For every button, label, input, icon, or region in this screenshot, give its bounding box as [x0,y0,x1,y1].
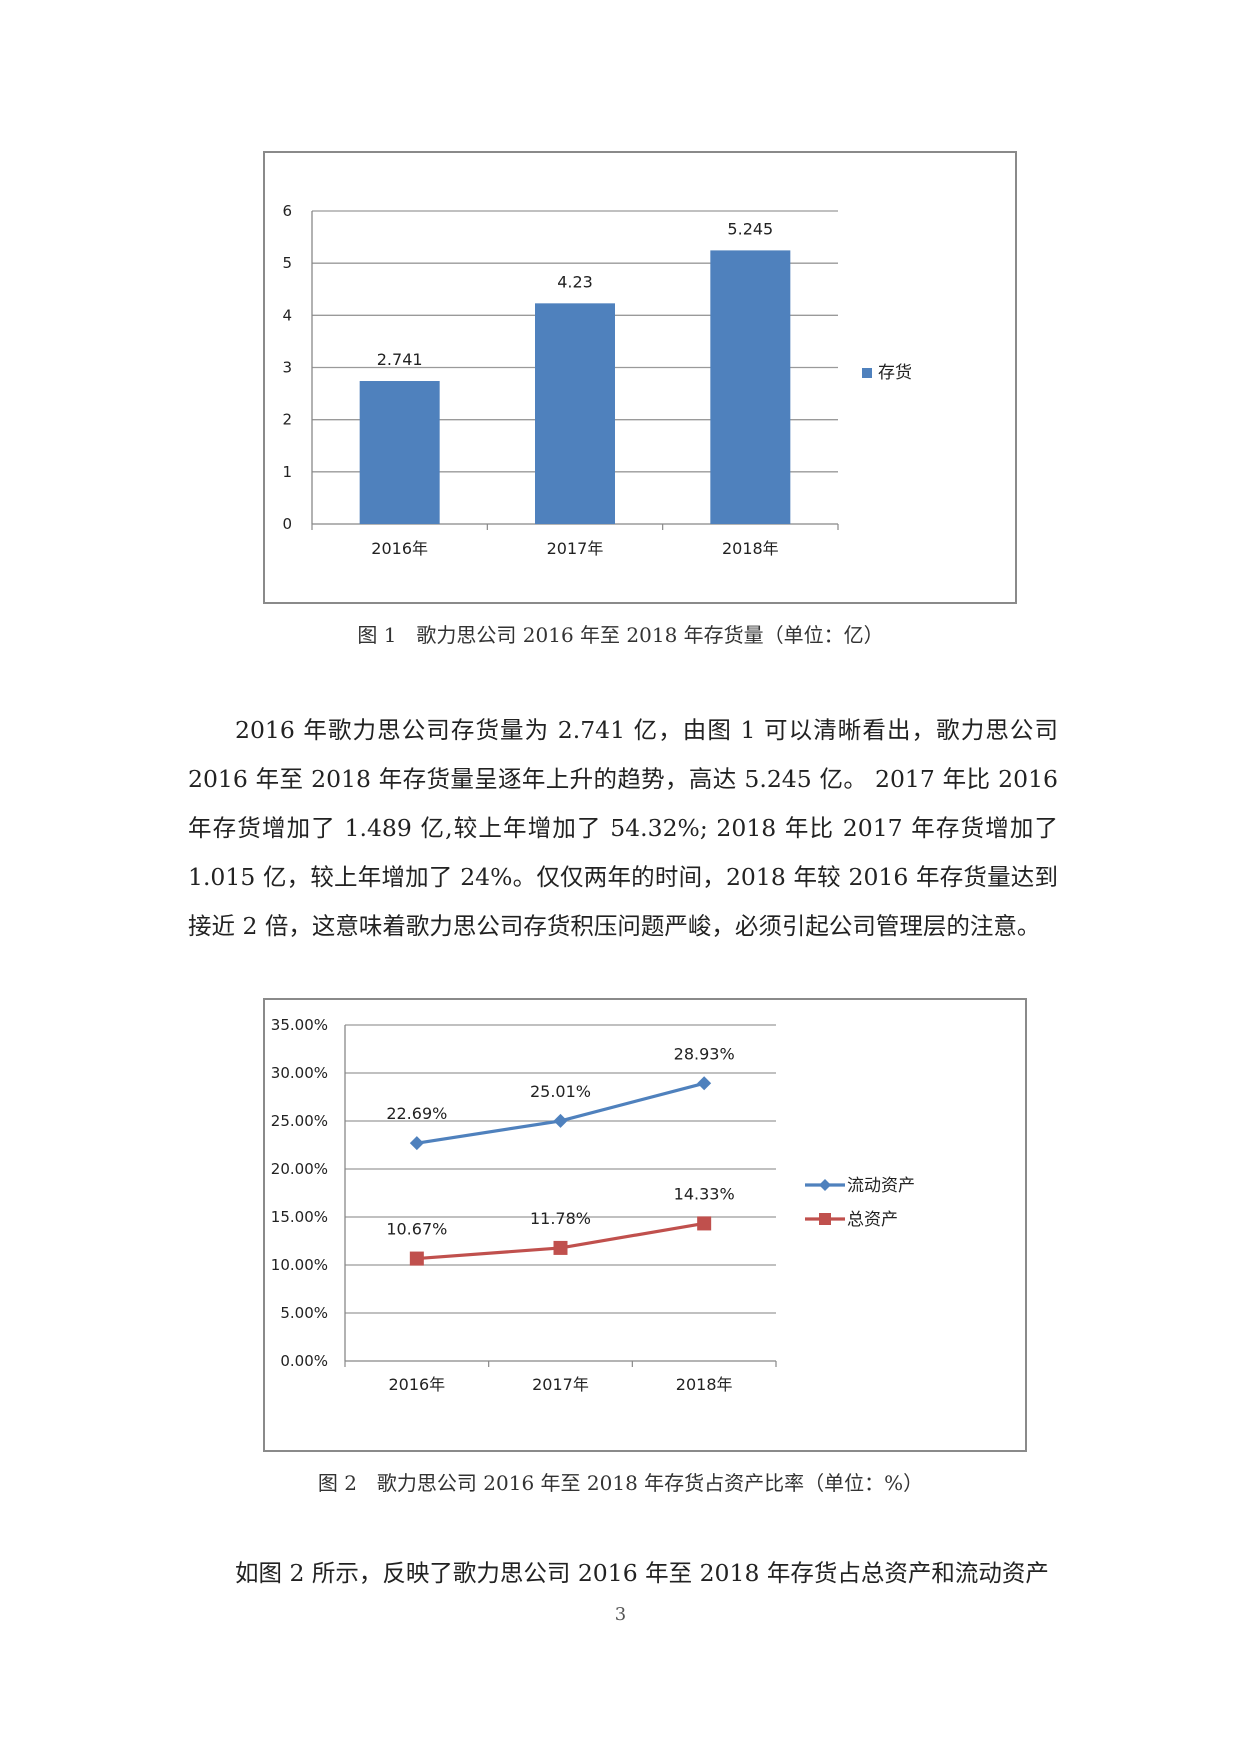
y-tick-label: 30.00% [271,1064,328,1082]
legend-marker-diamond [819,1179,831,1191]
y-tick-label: 6 [282,202,292,220]
bar [710,250,791,524]
data-label: 14.33% [674,1184,735,1203]
y-tick-label: 4 [282,306,292,324]
bar [535,303,615,524]
inventory-bar-chart-svg: 0 1 2 3 4 5 6 2.741 2016年 4.23 2017年 5.245 2018年 存货 [282,202,912,558]
data-point-diamond [409,1136,424,1151]
data-point-square [697,1216,712,1231]
data-point-diamond [553,1113,568,1128]
page-number: 3 [614,1604,627,1625]
figure-1-caption: 图 1 歌力思公司 2016 年至 2018 年存货量（单位：亿） [357,623,884,647]
data-label: 22.69% [386,1104,447,1123]
x-tick-label: 2016年 [371,539,428,558]
y-tick-label: 35.00% [271,1016,328,1034]
x-tick-label: 2018年 [676,1375,733,1394]
y-tick-label: 0.00% [280,1352,328,1370]
x-tick-label: 2017年 [532,1375,589,1394]
data-point-square [553,1240,568,1255]
data-label: 25.01% [530,1082,591,1101]
legend-swatch-inventory [862,368,872,378]
figure-2-caption: 图 2 歌力思公司 2016 年至 2018 年存货占资产比率（单位：%） [317,1471,924,1495]
data-label: 28.93% [674,1044,735,1063]
y-tick-label: 5.00% [280,1304,328,1322]
y-tick-label: 5 [282,254,292,272]
bar-data-label: 2.741 [377,350,423,369]
y-tick-label: 3 [282,359,292,377]
y-tick-label: 25.00% [271,1112,328,1130]
y-tick-label: 1 [282,463,292,481]
x-tick-label: 2018年 [722,539,779,558]
legend-label: 总资产 [847,1210,898,1230]
y-tick-label: 20.00% [271,1160,328,1178]
x-tick-label: 2016年 [388,1375,445,1394]
bar-data-label: 4.23 [557,272,593,291]
y-tick-label: 10.00% [271,1256,328,1274]
legend-label-inventory: 存货 [878,363,912,383]
legend-marker-square [819,1213,831,1225]
data-point-diamond [697,1076,712,1091]
inventory-ratio-line-chart-svg: 0.00% 5.00% 10.00% 15.00% 20.00% 25.00% 30.00%… [271,1016,915,1394]
body-paragraph-2: 如图 2 所示，反映了歌力思公司 2016 年至 2018 年存货占总资产和流动… [235,1559,1049,1587]
y-tick-label: 0 [282,515,292,533]
bar [359,381,440,524]
inventory-ratio-line-chart: 0.00% 5.00% 10.00% 15.00% 20.00% 25.00% 30.00%… [263,998,1027,1452]
data-label: 11.78% [530,1209,591,1228]
legend-label: 流动资产 [847,1176,915,1196]
body-paragraph-1: 2016 年歌力思公司存货量为 2.741 亿，由图 1 可以清晰看出，歌力思公… [188,716,1058,940]
bar-data-label: 5.245 [727,219,773,238]
x-tick-label: 2017年 [547,539,604,558]
y-tick-label: 2 [282,411,292,429]
data-point-square [409,1251,424,1266]
inventory-bar-chart: 0 1 2 3 4 5 6 2.741 2016年 4.23 2017年 5.245 2018年 存货 [263,151,1017,604]
data-label: 10.67% [386,1220,447,1239]
y-tick-label: 15.00% [271,1208,328,1226]
